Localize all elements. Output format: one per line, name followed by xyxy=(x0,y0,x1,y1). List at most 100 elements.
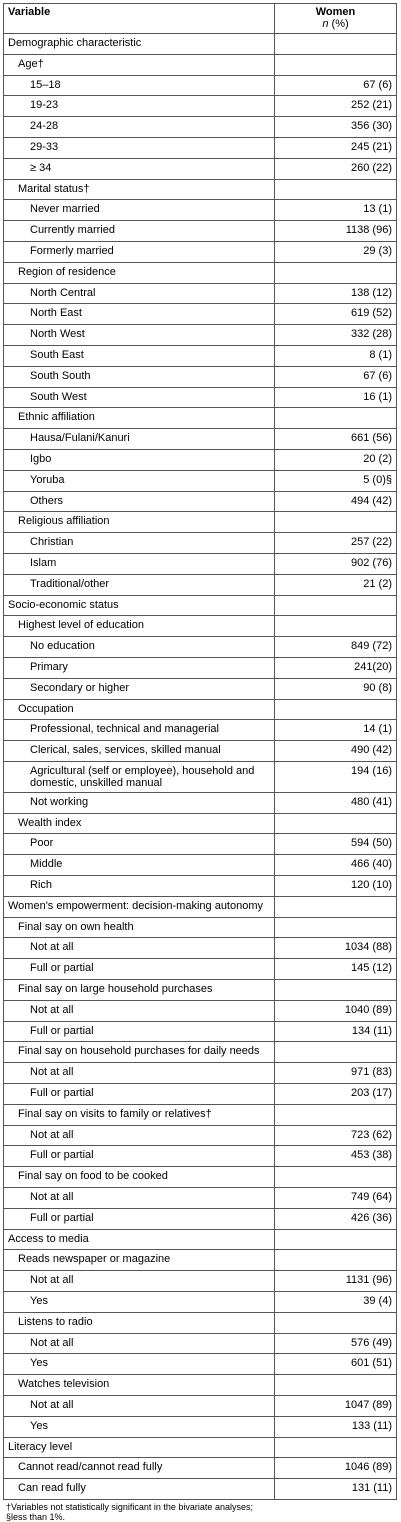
group-row: Marital status† xyxy=(3,178,397,201)
item-row: North East 619 (52) xyxy=(3,303,397,326)
value: 138 (12) xyxy=(274,282,397,305)
group-label: Reads newspaper or magazine xyxy=(3,1249,275,1272)
header-row: Variable Women n (%) xyxy=(3,3,397,34)
value: 13 (1) xyxy=(274,199,397,222)
item-label: South South xyxy=(3,365,275,388)
group-label: Final say on visits to family or relativ… xyxy=(3,1103,275,1126)
item-row: Currently married 1138 (96) xyxy=(3,220,397,242)
item-row: Yes 39 (4) xyxy=(3,1291,397,1313)
header-variable: Variable xyxy=(3,3,275,34)
item-row: 29-33 245 (21) xyxy=(3,136,397,159)
value: 133 (11) xyxy=(274,1415,397,1438)
item-row: Igbo 20 (2) xyxy=(3,448,397,471)
value: 29 (3) xyxy=(274,240,397,263)
item-label: 19-23 xyxy=(3,95,275,118)
empty-cell xyxy=(274,407,397,430)
item-label: Full or partial xyxy=(3,958,275,981)
header-women-title: Women xyxy=(315,6,356,18)
item-label: Not at all xyxy=(3,1187,275,1209)
item-row: Poor 594 (50) xyxy=(3,833,397,856)
item-label: Others xyxy=(3,490,275,513)
empty-cell xyxy=(274,698,397,721)
item-label: Hausa/Fulani/Kanuri xyxy=(3,428,275,450)
item-label: Not at all xyxy=(3,999,275,1022)
item-label: North West xyxy=(3,324,275,346)
empty-cell xyxy=(274,53,397,76)
item-row: South West 16 (1) xyxy=(3,386,397,409)
empty-cell xyxy=(274,1436,397,1459)
section-row: Literacy level xyxy=(3,1436,397,1459)
item-label: Yes xyxy=(3,1353,275,1376)
item-row: Yoruba 5 (0)§ xyxy=(3,469,397,492)
value: 203 (17) xyxy=(274,1083,397,1105)
empty-cell xyxy=(274,1103,397,1126)
value: 134 (11) xyxy=(274,1020,397,1043)
value: 145 (12) xyxy=(274,958,397,981)
value: 661 (56) xyxy=(274,428,397,450)
item-label: South East xyxy=(3,344,275,367)
table: Variable Women n (%) Demographic characte… xyxy=(3,3,397,1500)
value: 426 (36) xyxy=(274,1207,397,1230)
item-row: Not at all 1040 (89) xyxy=(3,999,397,1022)
empty-cell xyxy=(274,1311,397,1334)
item-row: Not at all 1047 (89) xyxy=(3,1395,397,1417)
item-label: Christian xyxy=(3,532,275,554)
section-label: Demographic characteristic xyxy=(3,33,275,55)
section-row: Demographic characteristic xyxy=(3,33,397,55)
value: 490 (42) xyxy=(274,740,397,762)
footnote: †Variables not statistically significant… xyxy=(6,1501,253,1512)
group-row: Watches television xyxy=(3,1374,397,1396)
item-row: Islam 902 (76) xyxy=(3,552,397,575)
item-row: Hausa/Fulani/Kanuri 661 (56) xyxy=(3,428,397,450)
value: 260 (22) xyxy=(274,157,397,180)
item-label: Agricultural (self or employee), househo… xyxy=(3,760,275,793)
item-label: Not at all xyxy=(3,1332,275,1355)
item-row: Agricultural (self or employee), househo… xyxy=(3,760,397,793)
header-pct: (%) xyxy=(331,18,349,30)
item-label: Secondary or higher xyxy=(3,677,275,700)
item-label: Traditional/other xyxy=(3,573,275,596)
item-row: Not at all 576 (49) xyxy=(3,1332,397,1355)
item-row: North Central 138 (12) xyxy=(3,282,397,305)
value: 257 (22) xyxy=(274,532,397,554)
group-row: Religious affiliation xyxy=(3,511,397,534)
empty-cell xyxy=(274,594,397,617)
value: 67 (6) xyxy=(274,365,397,388)
item-row: No education 849 (72) xyxy=(3,636,397,658)
value: 332 (28) xyxy=(274,324,397,346)
item-label: Not at all xyxy=(3,1270,275,1293)
item-row: 19-23 252 (21) xyxy=(3,95,397,118)
group-row: Age† xyxy=(3,53,397,76)
value: 849 (72) xyxy=(274,636,397,658)
empty-cell xyxy=(274,33,397,55)
item-row: 24-28 356 (30) xyxy=(3,116,397,138)
empty-cell xyxy=(274,895,397,918)
group-label: Final say on large household purchases xyxy=(3,979,275,1001)
item-row: Others 494 (42) xyxy=(3,490,397,513)
item-label: 24-28 xyxy=(3,116,275,138)
group-label: Final say on own health xyxy=(3,916,275,939)
value: 749 (64) xyxy=(274,1187,397,1209)
value: 453 (38) xyxy=(274,1145,397,1168)
value: 67 (6) xyxy=(274,74,397,97)
value: 1131 (96) xyxy=(274,1270,397,1293)
item-row: Full or partial 203 (17) xyxy=(3,1083,397,1105)
footnote: §less than 1%. xyxy=(6,1511,66,1522)
value: 1046 (89) xyxy=(274,1457,397,1480)
table-body: Demographic characteristic Age† 15–18 67 (6… xyxy=(3,33,397,1500)
value: 1040 (89) xyxy=(274,999,397,1022)
item-row: Yes 133 (11) xyxy=(3,1415,397,1438)
header-sub: n (%) xyxy=(279,18,392,30)
item-label: Not at all xyxy=(3,937,275,960)
group-label: Ethnic affiliation xyxy=(3,407,275,430)
value: 902 (76) xyxy=(274,552,397,575)
empty-cell xyxy=(274,178,397,201)
section-row: Women's empowerment: decision-making aut… xyxy=(3,895,397,918)
item-label: Islam xyxy=(3,552,275,575)
group-row: Final say on visits to family or relativ… xyxy=(3,1103,397,1126)
item-row: South East 8 (1) xyxy=(3,344,397,367)
group-label: Highest level of education xyxy=(3,615,275,638)
item-row: Cannot read/cannot read fully 1046 (89) xyxy=(3,1457,397,1480)
empty-cell xyxy=(274,1228,397,1251)
group-row: Final say on food to be cooked xyxy=(3,1166,397,1189)
